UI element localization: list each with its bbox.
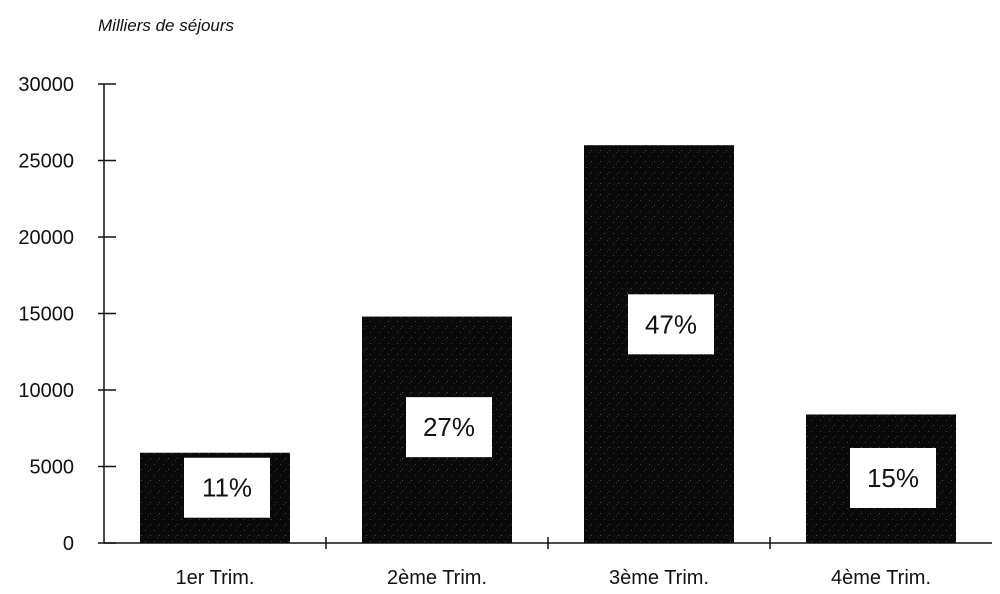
data-label-box <box>406 397 492 458</box>
y-tick-label: 25000 <box>18 151 74 173</box>
data-label: 15% <box>867 463 919 493</box>
x-tick-label: 2ème Trim. <box>387 567 487 589</box>
data-labels: 11% 27% 47% 15% <box>184 294 936 518</box>
data-label: 27% <box>423 412 475 442</box>
axes: 0 5000 10000 15000 20000 25000 30000 1er Trim. 2… <box>18 74 992 589</box>
y-tick-label: 20000 <box>18 227 74 249</box>
data-label-box <box>628 294 714 355</box>
data-label-box <box>184 457 270 518</box>
y-tick-label: 30000 <box>18 74 74 96</box>
x-tick-label: 1er Trim. <box>176 567 255 589</box>
y-tick-label: 5000 <box>30 457 75 479</box>
data-label: 11% <box>202 473 252 503</box>
y-tick-label: 15000 <box>18 304 74 326</box>
data-label-box <box>850 448 936 508</box>
y-tick-label: 0 <box>63 533 74 555</box>
data-label: 47% <box>645 309 697 339</box>
y-tick-label: 10000 <box>18 380 74 402</box>
x-tick-label: 4ème Trim. <box>831 567 931 589</box>
y-axis-title: Milliers de séjours <box>98 16 235 35</box>
x-tick-label: 3ème Trim. <box>609 567 709 589</box>
